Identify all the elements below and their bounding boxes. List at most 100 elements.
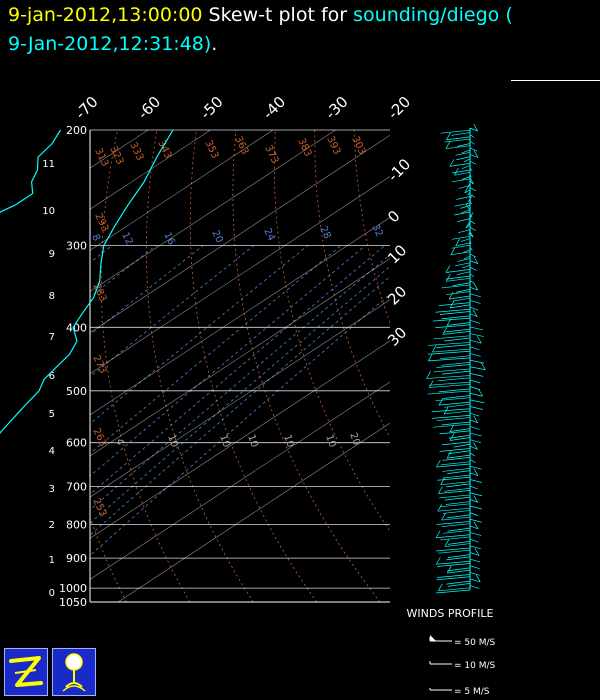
- wind-barb: [446, 136, 471, 141]
- dry-adiabat-label: 393: [324, 135, 342, 157]
- wind-barb-flag: [473, 521, 479, 530]
- wind-barb: [469, 452, 475, 457]
- wind-barb: [441, 315, 471, 320]
- moist-adiabat-label: 10: [245, 433, 260, 449]
- wind-barb: [445, 275, 471, 280]
- wind-barb: [457, 218, 471, 222]
- height-tick-label: 8: [49, 291, 55, 302]
- wind-barb-flag: [438, 397, 444, 406]
- temp-right-label: 20: [384, 282, 410, 308]
- wind-barb: [469, 240, 472, 244]
- wind-barb: [469, 227, 476, 231]
- wind-barb: [469, 545, 481, 550]
- wind-barb: [444, 543, 471, 547]
- wind-barb: [445, 501, 471, 505]
- wind-barb: [427, 342, 471, 346]
- height-tick-label: 10: [42, 206, 55, 217]
- dry-adiabat-label: 293: [92, 212, 110, 234]
- wind-barb: [440, 461, 471, 466]
- temp-right-label: -10: [384, 155, 414, 185]
- wind-barb-flag: [436, 557, 441, 565]
- wind-barb: [461, 165, 471, 169]
- wind-barb: [469, 253, 477, 258]
- temp-right-label: 0: [384, 207, 403, 226]
- wind-barb: [469, 538, 479, 543]
- wind-barb: [469, 445, 478, 450]
- wind-barb-flag: [473, 123, 479, 132]
- wind-barb: [460, 238, 471, 242]
- z-logo-icon-graphic: [9, 656, 43, 687]
- wind-barb-flag: [437, 504, 443, 512]
- wind-barb: [469, 552, 480, 556]
- moist-adiabat-label: 10: [281, 433, 296, 449]
- wind-barb: [444, 138, 471, 143]
- wind-barb: [469, 392, 483, 397]
- wind-barb: [469, 518, 482, 523]
- wind-barb: [444, 496, 471, 501]
- pressure-tick-label: 1000: [59, 582, 87, 595]
- dry-adiabat-label: 343: [155, 139, 173, 161]
- wind-barb: [427, 350, 471, 355]
- wind-barb: [469, 479, 482, 483]
- wind-barb: [469, 492, 482, 497]
- wind-barb: [447, 454, 471, 459]
- wind-barb: [436, 534, 471, 539]
- wind-barb: [467, 222, 471, 227]
- wind-barb: [435, 308, 471, 313]
- antenna-logo-icon[interactable]: [52, 648, 96, 696]
- wind-barb: [469, 280, 475, 284]
- isotherm-line: [90, 130, 274, 251]
- wind-barb: [469, 532, 482, 536]
- wind-barb: [441, 441, 471, 446]
- wind-barb: [469, 386, 481, 390]
- wind-barb: [461, 209, 471, 214]
- wind-barb: [469, 406, 483, 410]
- wind-barb: [469, 134, 475, 138]
- wind-barb: [467, 191, 471, 196]
- dry-adiabat-line: [145, 130, 254, 602]
- wind-barb: [469, 565, 480, 570]
- temp-top-label: -20: [384, 93, 414, 123]
- wind-barb: [454, 202, 471, 207]
- wind-barb: [469, 432, 482, 437]
- wind-barb: [442, 474, 471, 479]
- height-tick-label: 0: [49, 588, 55, 599]
- mixing-ratio-line: [90, 293, 390, 557]
- isotherm-line: [90, 258, 390, 457]
- wind-barb: [441, 516, 471, 521]
- wind-barb: [447, 554, 471, 558]
- wind-barb: [443, 395, 471, 399]
- height-tick-label: 4: [49, 446, 55, 457]
- mixing-ratio-label: 32: [369, 223, 384, 239]
- wind-barb: [469, 512, 478, 516]
- height-tick-label: 9: [49, 249, 55, 260]
- wind-barb: [469, 366, 486, 371]
- wind-barb: [446, 556, 471, 561]
- wind-barb: [439, 311, 471, 315]
- wind-barb: [438, 490, 471, 494]
- wind-barb: [448, 450, 471, 455]
- wind-barb: [440, 355, 471, 360]
- isotherm-line: [90, 130, 211, 210]
- wind-barb: [469, 319, 480, 324]
- dry-adiabat-line: [7, 130, 64, 602]
- wind-barb: [469, 127, 478, 132]
- wind-barb: [444, 403, 471, 408]
- wind-barb: [426, 375, 471, 379]
- wind-barb: [455, 262, 471, 267]
- wind-barb: [469, 505, 482, 510]
- z-logo-icon[interactable]: [4, 648, 48, 696]
- wind-barb-flag: [438, 583, 443, 591]
- wind-barb: [438, 388, 471, 393]
- pressure-tick-label: 500: [66, 385, 87, 398]
- wind-barb: [469, 571, 480, 576]
- wind-barb-flag: [468, 194, 473, 202]
- wind-barb: [439, 401, 471, 406]
- wind-barb: [469, 558, 481, 563]
- wind-barb-flag: [432, 344, 437, 353]
- wind-barb: [427, 390, 471, 395]
- isotherm-line: [90, 381, 390, 580]
- isotherm-line: [90, 340, 390, 539]
- wind-barb: [433, 368, 471, 373]
- height-tick-label: 1: [49, 555, 55, 566]
